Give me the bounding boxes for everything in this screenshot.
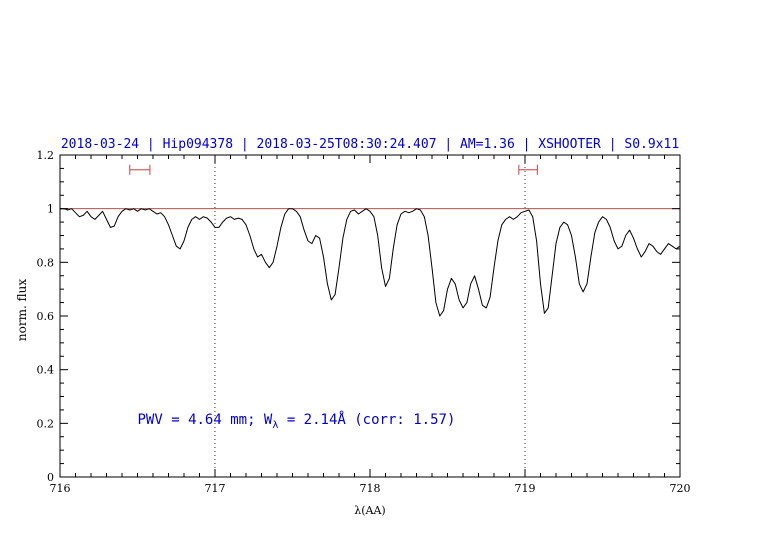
svg-text:717: 717 xyxy=(205,482,226,495)
svg-text:0: 0 xyxy=(47,471,54,484)
pwv-annotation-prefix: PWV = 4.64 mm; W xyxy=(137,412,273,429)
pwv-annotation: PWV = 4.64 mm; Wλ = 2.14Å (corr: 1.57) xyxy=(138,412,456,431)
pwv-annotation-subscript: λ xyxy=(272,420,279,432)
svg-text:0.8: 0.8 xyxy=(37,256,55,269)
svg-text:0.2: 0.2 xyxy=(37,417,55,430)
pwv-annotation-suffix: = 2.14Å (corr: 1.57) xyxy=(278,412,456,429)
svg-text:716: 716 xyxy=(50,482,71,495)
y-axis-label: norm. flux xyxy=(15,278,29,342)
svg-text:718: 718 xyxy=(360,482,381,495)
plot-title: 2018-03-24 | Hip094378 | 2018-03-25T08:3… xyxy=(60,137,680,152)
svg-text:1.2: 1.2 xyxy=(37,149,55,162)
svg-text:0.4: 0.4 xyxy=(37,364,55,377)
svg-text:720: 720 xyxy=(670,482,691,495)
svg-text:719: 719 xyxy=(515,482,536,495)
x-axis-label: λ(AA) xyxy=(354,504,386,517)
svg-text:1: 1 xyxy=(47,203,54,216)
svg-text:0.6: 0.6 xyxy=(37,310,55,323)
